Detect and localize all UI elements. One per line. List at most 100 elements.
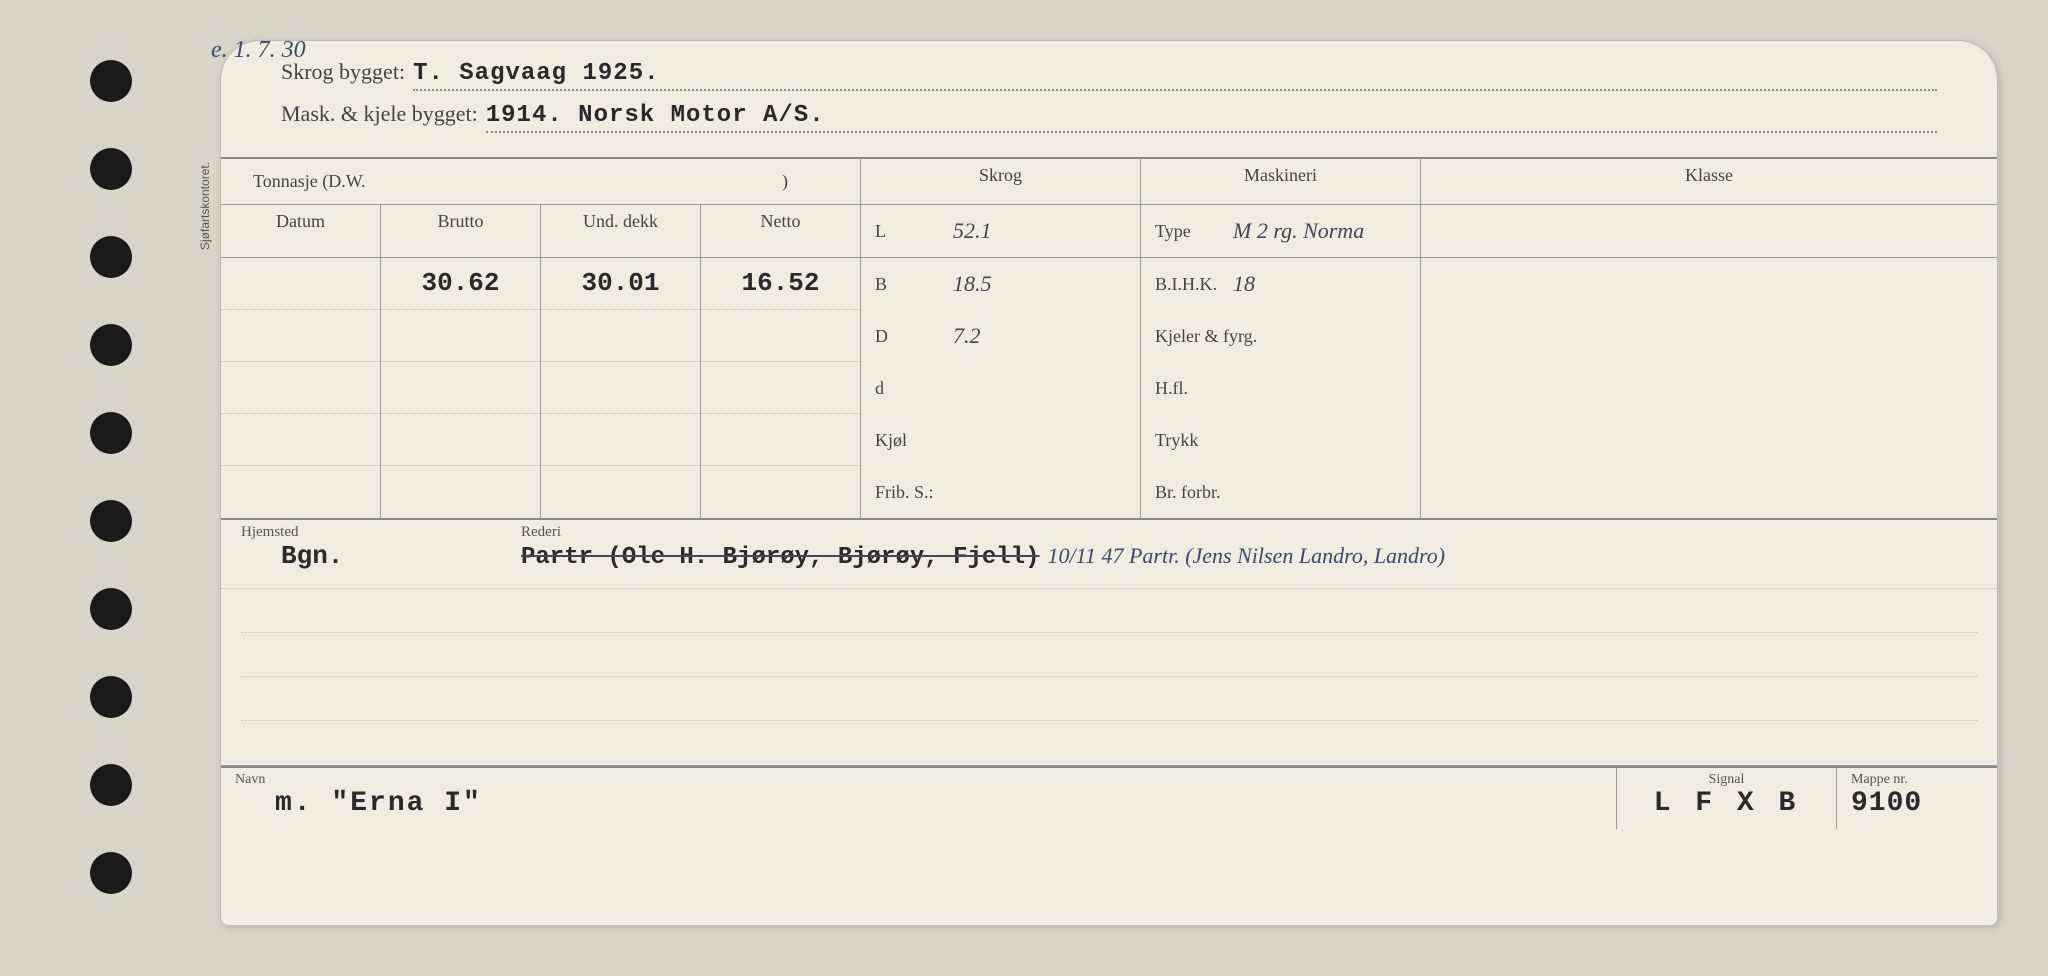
datum-col [221,258,381,518]
col-datum: Datum [221,205,381,257]
skrog-B-val: 18.5 [953,271,992,297]
maskineri-bihk-row: B.I.H.K. 18 [1141,258,1420,310]
maskineri-col: B.I.H.K. 18 Kjeler & fyrg. H.fl. Trykk B… [1141,258,1421,518]
skrog-L-row: L 52.1 [861,205,1141,257]
maskineri-kjeler-key: Kjeler & fyrg. [1155,326,1257,347]
empty-cell [701,310,860,362]
main-grid: Tonnasje (D.W. ) Skrog Maskineri Klasse … [221,157,1997,829]
section-header-row: Tonnasje (D.W. ) Skrog Maskineri Klasse [221,159,1997,205]
rederi-handwritten-append: 10/11 47 Partr. (Jens Nilsen Landro, Lan… [1047,543,1445,569]
empty-cell [381,466,540,518]
maskineri-br-row: Br. forbr. [1141,466,1420,518]
index-card: e. 1. 7. 30 Skrog bygget: T. Sagvaag 192… [220,40,1998,926]
skrog-frib-row: Frib. S.: [861,466,1140,518]
skrog-L-key: L [875,221,945,242]
maskineri-trykk-row: Trykk [1141,414,1420,466]
signal-value: L F X B [1654,788,1800,819]
empty-cell [541,414,700,466]
col-netto: Netto [701,205,861,257]
empty-cell [701,362,860,414]
empty-dotted-row [241,589,1977,633]
punch-hole [90,588,132,630]
lower-content-row: Bgn. Partr (Ole H. Bjørøy, Bjørøy, Fjell… [221,541,1997,589]
mask-kjele-label: Mask. & kjele bygget: [281,101,478,127]
empty-cell [381,414,540,466]
brutto-value: 30.62 [381,258,540,310]
rederi-value-strikethrough: Partr (Ole H. Bjørøy, Bjørøy, Fjell) [521,544,1039,571]
maskineri-bihk-key: B.I.H.K. [1155,274,1225,295]
klasse-col [1421,258,1997,518]
punch-hole [90,412,132,454]
empty-cell [221,362,380,414]
brutto-col: 30.62 [381,258,541,518]
netto-col: 16.52 [701,258,861,518]
maskineri-type-row: Type M 2 rg. Norma [1141,205,1421,257]
punch-hole [90,60,132,102]
empty-cell [381,362,540,414]
skrog-col: B 18.5 D 7.2 d Kjøl [861,258,1141,518]
datum-value [221,258,380,310]
und-dekk-value: 30.01 [541,258,700,310]
maskineri-br-key: Br. forbr. [1155,482,1225,503]
maskineri-header: Maskineri [1141,159,1421,204]
signal-label: Signal [1631,772,1822,788]
klasse-header: Klasse [1421,159,1997,204]
office-name: Sjøfartskontoret. [198,162,212,250]
mask-kjele-value: 1914. Norsk Motor A/S. [486,102,1937,133]
skrog-d-row: d [861,362,1140,414]
mappe-label: Mappe nr. [1851,772,1983,788]
lower-block: Hjemsted Rederi Bgn. Partr (Ole H. Bjørø… [221,520,1997,766]
skrog-header: Skrog [861,159,1141,204]
klasse-empty [1421,205,1997,257]
empty-cell [221,414,380,466]
maskineri-type-val: M 2 rg. Norma [1233,218,1364,244]
maskineri-kjeler-row: Kjeler & fyrg. [1141,310,1420,362]
empty-cell [701,466,860,518]
empty-cell [221,310,380,362]
tonnasje-prefix: Tonnasje (D.W. [253,171,366,192]
signal-cell: Signal L F X B [1617,768,1837,829]
punch-hole [90,764,132,806]
empty-cell [541,362,700,414]
skrog-B-key: B [875,274,945,295]
punch-hole [90,852,132,894]
col-und-dekk: Und. dekk [541,205,701,257]
rederi-label: Rederi [521,524,1977,541]
skrog-L-val: 52.1 [953,218,992,244]
skrog-kjol-row: Kjøl [861,414,1140,466]
hjemsted-label: Hjemsted [241,524,521,541]
tonnasje-suffix: ) [782,171,788,192]
skrog-D-val: 7.2 [953,323,981,349]
punch-hole [90,148,132,190]
navn-value: m. "Erna I" [235,788,482,819]
punch-holes [90,60,132,894]
empty-dotted-row [241,677,1977,721]
punch-hole [90,324,132,366]
maskineri-trykk-key: Trykk [1155,430,1225,451]
mappe-cell: Mappe nr. 9100 [1837,768,1997,829]
bottom-bar: Navn m. "Erna I" Signal L F X B Mappe nr… [221,766,1997,829]
data-body: 30.62 30.01 16.52 [221,258,1997,520]
punch-hole [90,676,132,718]
subheader-row: Datum Brutto Und. dekk Netto L 52.1 Type… [221,205,1997,258]
skrog-D-key: D [875,326,945,347]
punch-hole [90,236,132,278]
skrog-bygget-row: Skrog bygget: T. Sagvaag 1925. [281,59,1937,91]
navn-label: Navn [235,772,1602,788]
empty-dotted-row [241,633,1977,677]
empty-dotted-row [241,721,1977,765]
maskineri-hfl-key: H.fl. [1155,378,1225,399]
empty-cell [541,310,700,362]
skrog-frib-key: Frib. S.: [875,482,945,503]
empty-cell [701,414,860,466]
netto-value: 16.52 [701,258,860,310]
mask-kjele-row: Mask. & kjele bygget: 1914. Norsk Motor … [281,101,1937,133]
card-wrapper: HALVORSEN & LARSEN A/S PAPIRINDUSTRI Agr… [20,20,2028,956]
skrog-d-key: d [875,378,945,399]
mappe-value: 9100 [1851,788,1922,819]
maskineri-hfl-row: H.fl. [1141,362,1420,414]
tonnasje-header: Tonnasje (D.W. ) [221,159,861,204]
empty-cell [381,310,540,362]
maskineri-bihk-val: 18 [1233,271,1255,297]
lower-header: Hjemsted Rederi [221,520,1997,541]
